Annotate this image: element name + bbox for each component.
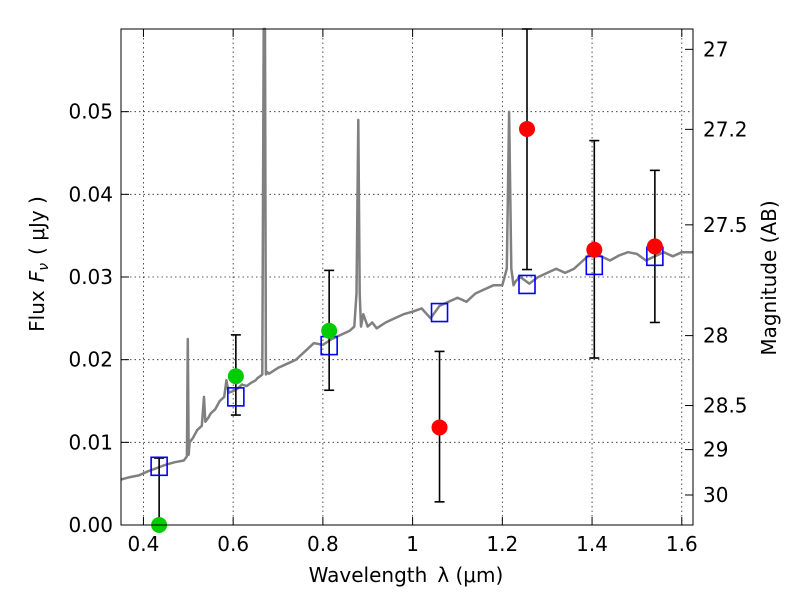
model-photometry-square bbox=[150, 456, 168, 477]
marker-layer bbox=[150, 121, 664, 533]
magnitude-tick-label: 27.2 bbox=[703, 117, 748, 141]
right-axis-label: Magnitude (AB) bbox=[757, 200, 781, 355]
x-tick-label: 0.4 bbox=[128, 532, 160, 556]
spectrum-layer bbox=[120, 27, 693, 481]
non-detection-point bbox=[519, 121, 536, 138]
y-tick-label: 0.03 bbox=[68, 265, 113, 289]
x-tick-label: 1 bbox=[406, 532, 419, 556]
y-tick-label: 0.01 bbox=[68, 430, 113, 454]
y-tick-label: 0.02 bbox=[68, 348, 113, 372]
magnitude-tick-label: 27.5 bbox=[703, 213, 748, 237]
model-photometry-square bbox=[227, 387, 245, 407]
tick-layer: 0.4 0.6 0.8 1 1.2 1.4 1.6 0.00 0.01 0.02 0.03 0.04 0… bbox=[68, 29, 748, 556]
x-tick-label: 0.6 bbox=[217, 532, 249, 556]
x-tick-label: 1.2 bbox=[486, 532, 518, 556]
magnitude-tick-label: 28 bbox=[703, 324, 728, 348]
magnitude-tick-label: 30 bbox=[703, 483, 728, 507]
x-tick-label: 0.8 bbox=[307, 532, 339, 556]
model-photometry-square bbox=[518, 274, 536, 295]
model-spectrum-line bbox=[120, 27, 693, 481]
x-tick-label: 1.6 bbox=[666, 532, 698, 556]
non-detection-point bbox=[586, 241, 603, 258]
x-axis-label: Wavelength λ (μm) bbox=[309, 563, 504, 587]
detection-point bbox=[321, 322, 338, 339]
magnitude-tick-label: 28.5 bbox=[703, 394, 748, 418]
non-detection-point bbox=[431, 419, 448, 436]
x-tick-label: 1.4 bbox=[576, 532, 608, 556]
non-detection-point bbox=[646, 238, 663, 255]
y-tick-label: 0.00 bbox=[68, 513, 113, 537]
y-tick-label: 0.04 bbox=[68, 182, 113, 206]
magnitude-tick-label: 27 bbox=[703, 37, 728, 61]
y-axis-label: FluxFν( μJy ) bbox=[25, 196, 52, 332]
y-tick-label: 0.05 bbox=[68, 100, 113, 124]
grid-lines bbox=[121, 29, 693, 526]
error-bar-layer bbox=[154, 28, 660, 525]
model-photometry-square bbox=[430, 302, 449, 323]
magnitude-tick-label: 29 bbox=[703, 438, 728, 462]
detection-point bbox=[227, 368, 244, 385]
